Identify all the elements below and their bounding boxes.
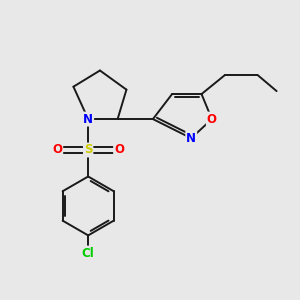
Text: N: N (83, 112, 93, 126)
Text: Cl: Cl (82, 247, 94, 260)
Text: O: O (207, 112, 217, 126)
Text: O: O (114, 143, 124, 157)
Text: S: S (84, 143, 92, 157)
Text: N: N (186, 132, 196, 145)
Text: O: O (52, 143, 62, 157)
